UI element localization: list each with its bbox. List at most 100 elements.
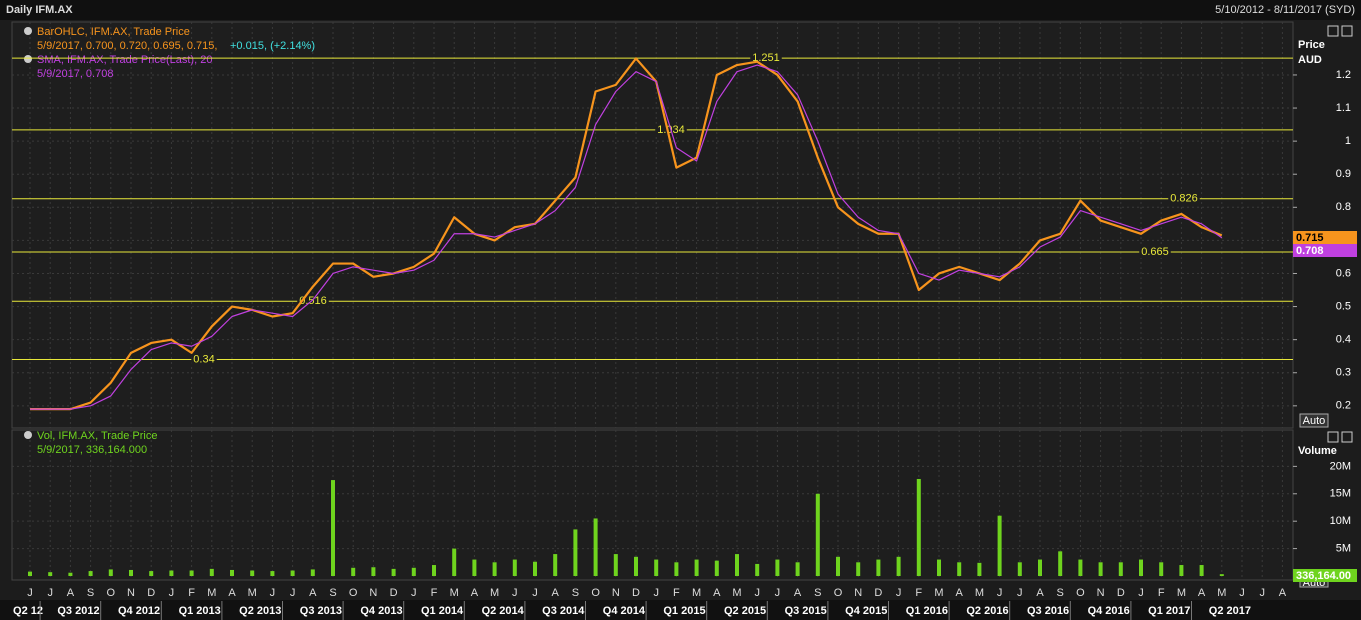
bar: [856, 562, 861, 576]
bar: [573, 529, 578, 576]
bar: [270, 571, 275, 576]
bar: [149, 571, 154, 576]
quarter-label: Q2 2015: [724, 605, 766, 617]
legend-values: 5/9/2017, 0.708: [37, 68, 113, 80]
legend-values: 5/9/2017, 336,164.000: [37, 444, 147, 456]
quarter-label: Q3 2013: [300, 605, 342, 617]
x-tick-label: S: [329, 587, 336, 599]
bar: [129, 569, 133, 576]
x-tick-label: J: [653, 587, 659, 599]
x-tick-label: J: [1017, 587, 1023, 599]
x-tick-label: O: [834, 587, 843, 599]
bar: [876, 559, 881, 576]
x-tick-label: S: [1057, 587, 1064, 599]
x-tick-label: A: [1198, 587, 1206, 599]
bar: [896, 556, 901, 576]
x-tick-label: J: [1239, 587, 1245, 599]
x-tick-label: M: [692, 587, 701, 599]
bar: [371, 567, 376, 576]
bar: [634, 556, 638, 576]
quarter-label: Q3 2015: [785, 605, 827, 617]
maximize-button[interactable]: [1327, 431, 1339, 443]
close-button[interactable]: [1341, 25, 1353, 37]
quarter-label: Q2 2017: [1209, 605, 1251, 617]
x-tick-label: M: [1217, 587, 1226, 599]
bar: [108, 569, 113, 576]
x-tick-label: S: [572, 587, 579, 599]
price-panel: [11, 21, 1294, 429]
bar: [310, 569, 315, 576]
legend-change: +0.015, (+2.14%): [230, 40, 315, 52]
quarter-label: Q4 2012: [118, 605, 160, 617]
bar: [169, 570, 174, 576]
bar: [250, 570, 255, 576]
quarter-label: Q2 2013: [239, 605, 281, 617]
x-tick-label: J: [1138, 587, 1144, 599]
bar: [613, 554, 618, 576]
bar: [411, 567, 416, 576]
bar: [189, 570, 194, 576]
quarter-label: Q1 2016: [906, 605, 948, 617]
bar: [391, 568, 396, 576]
x-tick-label: J: [270, 587, 276, 599]
x-tick-label: F: [673, 587, 680, 599]
legend-title: Vol, IFM.AX, Trade Price: [37, 430, 157, 442]
maximize-button[interactable]: [1327, 25, 1339, 37]
bar: [28, 571, 32, 576]
bar: [331, 480, 335, 576]
series-line: [30, 64, 1223, 410]
legend-icon: [24, 431, 32, 439]
x-tick-label: M: [934, 587, 943, 599]
x-tick-label: A: [1036, 587, 1044, 599]
bar: [957, 562, 962, 576]
quarter-label: Q1 2015: [663, 605, 705, 617]
x-tick-label: J: [47, 587, 53, 599]
x-tick-label: O: [591, 587, 600, 599]
bar: [1098, 562, 1103, 576]
close-button[interactable]: [1341, 431, 1353, 443]
x-tick-label: M: [975, 587, 984, 599]
bar: [48, 572, 53, 576]
bar: [815, 493, 820, 576]
x-tick-label: S: [814, 587, 821, 599]
y-tick-label: 1: [1345, 135, 1351, 147]
bar: [1199, 565, 1204, 576]
x-tick-label: D: [390, 587, 398, 599]
x-tick-label: N: [1097, 587, 1105, 599]
y-axis-label: Price: [1298, 39, 1325, 51]
x-tick-label: J: [290, 587, 296, 599]
bar: [68, 572, 73, 576]
x-tick-label: J: [1259, 587, 1265, 599]
bar: [533, 561, 537, 576]
x-tick-label: A: [956, 587, 964, 599]
bar: [795, 562, 800, 576]
x-tick-label: O: [349, 587, 358, 599]
bar: [1078, 559, 1083, 576]
y-tick-label: 0.4: [1336, 334, 1351, 346]
bar: [88, 571, 93, 576]
header-bar: [0, 0, 1361, 20]
quarter-label: Q2 2016: [966, 605, 1008, 617]
level-label-bg: [1139, 245, 1171, 258]
scale-button[interactable]: [1299, 413, 1329, 428]
last-value-box: [1293, 569, 1357, 582]
last-value-label: 0.715: [1296, 232, 1324, 244]
legend-values: 5/9/2017, 0.700, 0.720, 0.695, 0.715,: [37, 40, 217, 52]
quarter-label: Q3 2012: [57, 605, 99, 617]
quarter-label: Q1 2014: [421, 605, 464, 617]
x-tick-label: D: [1117, 587, 1125, 599]
bar: [977, 562, 982, 576]
x-tick-label: F: [1158, 587, 1165, 599]
quarter-label: Q3 2016: [1027, 605, 1069, 617]
bar: [694, 559, 699, 576]
scale-button-label[interactable]: Auto: [1303, 415, 1326, 427]
x-tick-label: N: [854, 587, 862, 599]
quarter-label: Q1 2013: [179, 605, 221, 617]
x-tick-label: M: [1177, 587, 1186, 599]
quarter-label: Q3 2014: [542, 605, 585, 617]
y-tick-label: 0.8: [1336, 201, 1351, 213]
x-tick-label: J: [754, 587, 760, 599]
bar: [997, 515, 1002, 576]
x-tick-label: A: [1279, 587, 1287, 599]
